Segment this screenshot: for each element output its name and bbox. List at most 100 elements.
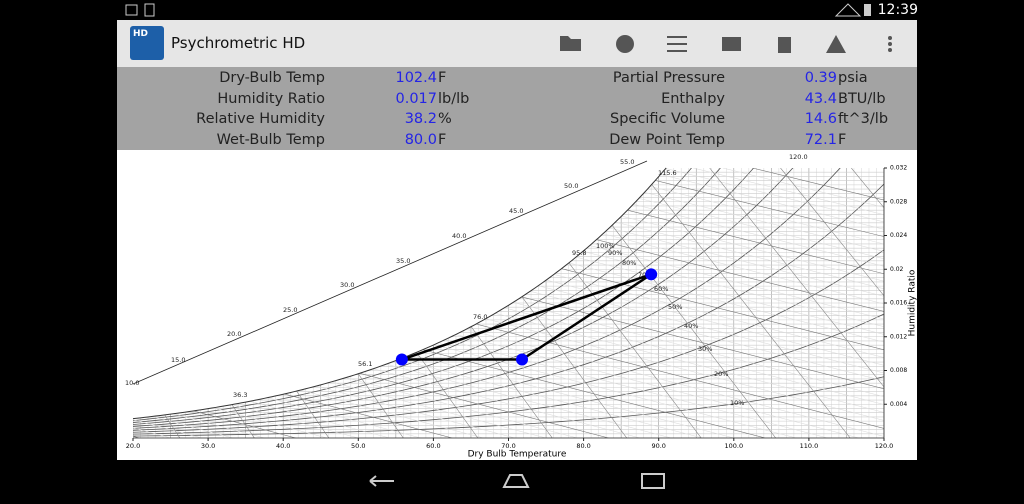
volume-line [709,168,884,438]
x-tick-label: 110.0 [800,442,819,450]
annotation: 76.0 [473,313,487,321]
readout-value: 38.2 [404,111,437,128]
readout-unit: % [438,111,452,128]
annotation: 50% [668,303,682,311]
readout-unit: lb/lb [438,90,470,107]
readout-label: Specific Volume [610,111,725,128]
readout-value: 72.1 [804,132,837,149]
annotation: 36.3 [233,391,247,399]
annotation: 40.0 [452,232,466,240]
volume-line [638,168,851,438]
enthalpy-line [604,168,884,438]
y-axis-title: Humidity Ratio [908,269,918,336]
icon-text: HD [133,29,149,39]
email-button[interactable] [722,37,741,51]
state-point [395,353,408,366]
delete-button[interactable] [778,37,791,53]
annotation: 35.0 [396,257,410,265]
y-tick-label: 0.008 [890,367,907,374]
enthalpy-line [486,168,884,438]
x-tick-label: 30.0 [201,442,215,450]
readout-label: Wet-Bulb Temp [216,132,325,149]
enthalpy-line [515,168,884,438]
readout-label: Dry-Bulb Temp [219,70,325,86]
annotation: 115.6 [658,169,677,177]
readout-label: Humidity Ratio [217,90,325,107]
x-tick-label: 70.0 [501,442,515,450]
x-tick-label: 120.0 [875,442,894,450]
enthalpy-line [133,168,202,438]
action-icons [560,35,892,53]
readout-panel: Dry-Bulb Temp 102.4 F Humidity Ratio 0.017 lb… [117,67,917,150]
readout-value: 0.39 [804,70,837,86]
x-tick-label: 60.0 [426,442,440,450]
readout-unit: ft^3/lb [838,111,889,128]
y-tick-label: 0.024 [890,232,907,239]
annotation: 70% [638,271,652,279]
menu-button[interactable] [888,36,892,52]
enthalpy-line [545,168,884,438]
annotation: 45.0 [509,207,523,215]
volume-line [133,168,181,438]
enthalpy-line [133,168,578,438]
app-icon[interactable]: HD [130,26,164,60]
x-tick-label: 50.0 [351,442,365,450]
nav-icons [369,473,665,489]
annotation: 120.0 [789,153,808,161]
annotation: 15.0 [171,356,185,364]
enthalpy-line [133,168,328,438]
y-tick-label: 0.028 [890,198,907,205]
x-tick-label: 40.0 [276,442,290,450]
rh-curve [133,168,884,429]
readout-label: Partial Pressure [612,70,725,86]
readout-unit: F [438,70,447,86]
readout-unit: psia [838,70,868,86]
rh-curve [133,183,884,431]
open-button[interactable] [560,36,581,51]
enthalpy-line [133,168,641,438]
enthalpy-line [133,168,390,438]
chart-area: 20.0 30.0 40.0 50.0 60.0 70.0 80.0 90.0 100.0 110… [117,150,918,460]
home-button[interactable] [502,474,530,488]
volume-line [284,168,479,438]
annotation: 55.0 [620,158,634,166]
readout-label: Relative Humidity [196,111,325,128]
notif-icon [125,4,138,16]
annotation: 90% [608,249,622,257]
battery-icon [864,4,871,16]
alert-button[interactable] [826,35,846,53]
readout-value: 80.0 [404,132,437,149]
enthalpy-line [133,168,234,438]
annotation: 30.0 [340,281,354,289]
back-button[interactable] [369,475,394,487]
y-tick-label: 0.032 [890,165,907,172]
recents-button[interactable] [641,473,665,489]
adjust-button[interactable] [667,36,687,52]
enthalpy-line [634,168,884,438]
readout-unit: F [438,132,447,149]
enthalpy-line [663,168,884,438]
annotation: 10.0 [125,379,139,387]
x-axis-title: Dry Bulb Temperature [468,450,567,460]
readout-value: 43.4 [804,90,837,107]
process-line [401,273,652,361]
y-tick-label: 0.02 [890,266,904,273]
x-tick-label: 90.0 [651,442,665,450]
annotation: 80% [622,259,636,267]
enthalpy-line [693,168,884,438]
rh-curve [133,376,884,437]
readout-unit: F [838,132,847,149]
annotation: 10% [730,399,744,407]
enthalpy-line [133,168,453,438]
enthalpy-line [133,168,609,438]
annotation: 40% [684,322,698,330]
enthalpy-line [133,168,547,438]
annotation: 60% [654,285,668,293]
x-tick-label: 100.0 [724,442,743,450]
saturation-curve [132,167,667,420]
settings-button[interactable] [616,35,634,53]
clock: 12:39 [877,2,918,18]
x-tick-label: 20.0 [126,442,140,450]
annotation: 95.8 [572,249,586,257]
annotation: 56.1 [358,360,372,368]
